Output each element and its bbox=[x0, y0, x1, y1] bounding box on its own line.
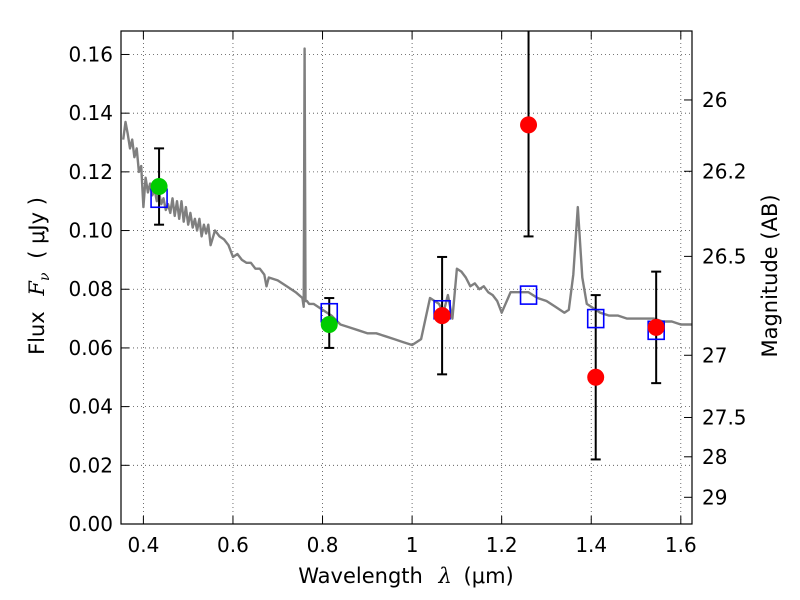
marker-layer bbox=[150, 116, 665, 386]
y-tick-label: 0.04 bbox=[68, 395, 113, 419]
y2-tick-label: 27 bbox=[702, 343, 727, 367]
y2-tick-label: 26 bbox=[702, 88, 727, 112]
tick-label-layer: 0.4 0.6 0.8 1 1.2 1.4 1.6 0.00 0.02 0.04 0.06 0.08 0… bbox=[68, 42, 746, 557]
y-tick-label: 0.08 bbox=[68, 277, 113, 301]
y2-tick-label: 28 bbox=[702, 445, 727, 469]
y-tick-label: 0.00 bbox=[68, 512, 113, 536]
observed-point-marker bbox=[587, 368, 605, 386]
x-tick-label: 1 bbox=[406, 533, 419, 557]
y-axis-title-main: Flux bbox=[25, 311, 49, 355]
y-tick-label: 0.16 bbox=[68, 42, 113, 66]
y-axis-title: Flux Fν ( μJy ) bbox=[25, 197, 54, 355]
x-tick-label: 1.6 bbox=[665, 533, 697, 557]
observed-point-marker bbox=[520, 116, 538, 134]
observed-point-marker bbox=[320, 315, 338, 333]
observed-point-marker bbox=[150, 178, 168, 196]
observed-point-marker bbox=[647, 318, 665, 336]
x-tick-label: 1.4 bbox=[575, 533, 607, 557]
model-square-marker bbox=[519, 285, 538, 305]
y-axis-title-unit: ( μJy ) bbox=[25, 197, 49, 259]
plot-frame bbox=[120, 30, 693, 525]
y-axis-title-subscript: ν bbox=[37, 272, 53, 281]
x-tick-label: 1.2 bbox=[486, 533, 518, 557]
x-axis-title-unit: (μm) bbox=[464, 564, 514, 588]
y2-axis-title: Magnitude (AB) bbox=[758, 194, 782, 357]
y2-tick-label: 26.5 bbox=[702, 244, 747, 268]
y2-tick-label: 29 bbox=[702, 485, 727, 509]
x-axis-title-symbol: λ bbox=[438, 564, 452, 588]
y-tick-label: 0.02 bbox=[68, 453, 113, 477]
y2-tick-label: 27.5 bbox=[702, 405, 747, 429]
y-tick-label: 0.06 bbox=[68, 336, 113, 360]
observed-point-marker bbox=[433, 307, 451, 325]
y-tick-label: 0.10 bbox=[68, 219, 113, 243]
model-square-marker bbox=[586, 308, 605, 329]
y-tick-label: 0.14 bbox=[68, 101, 113, 125]
y-tick-label: 0.12 bbox=[68, 160, 113, 184]
x-tick-label: 0.6 bbox=[217, 533, 249, 557]
x-tick-label: 0.8 bbox=[307, 533, 339, 557]
x-axis-title: Wavelength λ (μm) bbox=[298, 564, 513, 588]
tick-layer bbox=[121, 31, 692, 525]
x-tick-label: 0.4 bbox=[127, 533, 159, 557]
x-axis-title-main: Wavelength bbox=[298, 564, 423, 588]
y-axis-title-symbol: F bbox=[25, 280, 49, 297]
y2-tick-label: 26.2 bbox=[702, 159, 747, 183]
